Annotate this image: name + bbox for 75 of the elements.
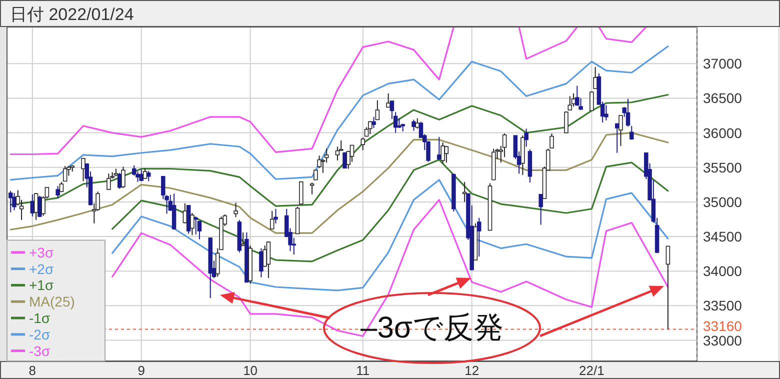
candlestick bbox=[630, 125, 634, 140]
candlestick bbox=[440, 142, 445, 164]
legend-label: +3σ bbox=[29, 244, 54, 260]
candlestick bbox=[81, 158, 86, 182]
candlestick bbox=[194, 216, 198, 235]
candlestick bbox=[172, 193, 176, 230]
y-tick-label: 34000 bbox=[703, 263, 742, 280]
legend-label: -1σ bbox=[29, 310, 50, 326]
legend-label: +1σ bbox=[29, 277, 54, 294]
candlestick bbox=[240, 232, 246, 247]
x-tick-label: 10 bbox=[243, 363, 258, 378]
y-tick-label: 36000 bbox=[703, 124, 742, 141]
legend-label: +2σ bbox=[29, 260, 54, 277]
chart-title: 日付 2022/01/24 bbox=[10, 5, 134, 24]
x-tick-label: 22/1 bbox=[579, 363, 604, 378]
candlestick bbox=[310, 182, 314, 195]
x-tick-label: 9 bbox=[138, 363, 145, 378]
line-series bbox=[10, 132, 669, 234]
candlestick bbox=[270, 210, 274, 230]
candlestick bbox=[8, 190, 13, 213]
candlestick bbox=[299, 180, 304, 205]
candlestick bbox=[368, 120, 372, 135]
candlestick bbox=[146, 170, 151, 182]
candlestick bbox=[397, 118, 402, 128]
y-tick-label: 35000 bbox=[703, 194, 742, 210]
candlestick bbox=[604, 104, 608, 121]
candlestick bbox=[360, 137, 366, 151]
line-series bbox=[112, 179, 669, 292]
line-series bbox=[10, 46, 669, 181]
candlestick bbox=[590, 90, 594, 112]
candlestick bbox=[56, 186, 60, 199]
candlestick bbox=[59, 181, 64, 192]
x-tick-label: 12 bbox=[464, 363, 480, 378]
candlestick bbox=[121, 166, 126, 189]
candlestick bbox=[372, 116, 376, 128]
legend-label: -2σ bbox=[29, 326, 50, 342]
candlestick bbox=[350, 144, 354, 162]
candlestick bbox=[62, 165, 68, 182]
candlestick bbox=[524, 128, 528, 148]
candlestick bbox=[190, 212, 194, 236]
y-tick-label: 35500 bbox=[703, 159, 742, 176]
candlestick bbox=[575, 85, 580, 106]
candlestick bbox=[274, 208, 278, 224]
candlestick bbox=[476, 217, 482, 258]
candlestick bbox=[393, 112, 398, 134]
candlestick bbox=[335, 146, 340, 161]
x-tick-label: 11 bbox=[356, 363, 370, 378]
candlestick bbox=[375, 100, 380, 120]
candlestick bbox=[142, 168, 148, 179]
candlestick bbox=[415, 118, 420, 130]
candlestick bbox=[386, 92, 390, 108]
y-tick-label: 33000 bbox=[703, 332, 742, 348]
y-tick-label: 37000 bbox=[703, 56, 742, 72]
candlestick bbox=[626, 98, 630, 128]
candlestick bbox=[618, 115, 623, 146]
candlestick bbox=[593, 66, 598, 90]
candlestick bbox=[444, 145, 449, 164]
candlestick bbox=[234, 202, 238, 218]
candlestick bbox=[197, 220, 202, 240]
candlestick bbox=[266, 240, 271, 279]
candlestick bbox=[317, 155, 322, 169]
candlestick bbox=[324, 148, 329, 164]
legend-label: MA(25) bbox=[29, 294, 75, 310]
y-tick-label: 34500 bbox=[703, 228, 742, 245]
y-tick-label: 33500 bbox=[703, 298, 742, 314]
legend-label: -3σ bbox=[29, 342, 50, 359]
candlestick bbox=[578, 98, 583, 110]
candlestick bbox=[106, 173, 111, 190]
y-tick-label: 36500 bbox=[703, 90, 742, 106]
x-tick-label: 8 bbox=[28, 363, 36, 378]
candlestick bbox=[12, 192, 16, 211]
candlestick bbox=[19, 199, 24, 220]
candlestick bbox=[538, 194, 543, 226]
candlestick bbox=[666, 246, 670, 330]
ref-line-label: 33160 bbox=[703, 318, 742, 334]
